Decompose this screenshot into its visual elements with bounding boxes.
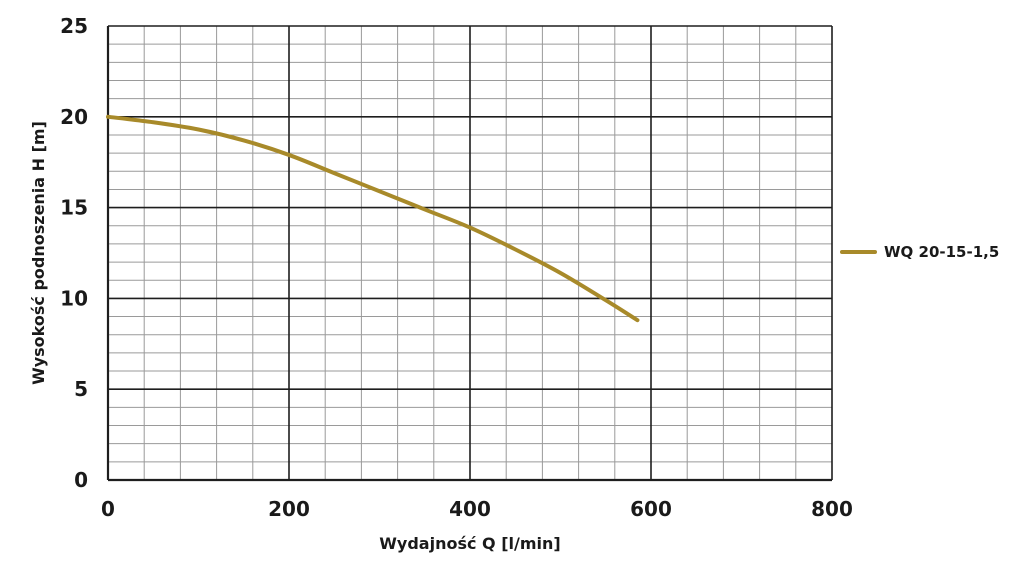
y-tick-label: 10 xyxy=(60,286,88,310)
x-tick-label: 800 xyxy=(811,497,853,521)
y-tick-label: 15 xyxy=(60,196,88,220)
y-tick-label: 25 xyxy=(60,14,88,38)
x-tick-label: 600 xyxy=(630,497,672,521)
series-line-wq-20-15-1-5 xyxy=(106,114,640,323)
x-axis-tick-labels: 0 200 400 600 800 xyxy=(101,497,853,521)
y-tick-label: 20 xyxy=(60,105,88,129)
y-tick-label: 0 xyxy=(74,468,88,492)
legend: WQ 20-15-1,5 xyxy=(840,243,999,261)
x-tick-label: 0 xyxy=(101,497,115,521)
major-grid xyxy=(106,25,833,482)
y-axis-tick-labels: 0 5 10 15 20 25 xyxy=(60,14,88,492)
x-axis-title: Wydajność Q [l/min] xyxy=(379,534,560,553)
legend-label: WQ 20-15-1,5 xyxy=(884,243,999,261)
x-tick-label: 400 xyxy=(449,497,491,521)
y-axis-title: Wysokość podnoszenia H [m] xyxy=(29,121,48,385)
y-tick-label: 5 xyxy=(74,377,88,401)
x-tick-label: 200 xyxy=(268,497,310,521)
series-layer xyxy=(106,114,640,323)
